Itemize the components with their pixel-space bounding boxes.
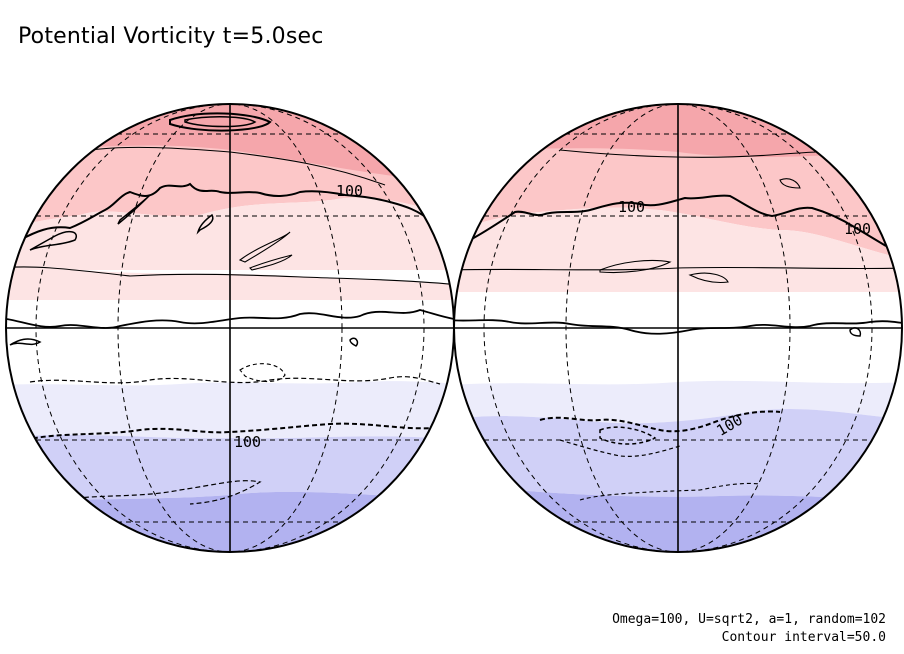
right-hemisphere: 100 100 100 <box>453 103 903 553</box>
pv-band-bs1 <box>454 380 902 424</box>
pv-band-bs2 <box>454 409 902 500</box>
contour-label: 100 <box>618 198 645 216</box>
pv-band-bn1 <box>454 267 902 292</box>
parameters-note: Omega=100, U=sqrt2, a=1, random=102 <box>612 612 886 627</box>
pv-band-bn2 <box>454 148 902 260</box>
contour-label: 100 <box>844 220 871 238</box>
plot-title: Potential Vorticity t=5.0sec <box>18 24 324 49</box>
contour-interval-note: Contour interval=50.0 <box>721 630 886 645</box>
pv-band-bs3 <box>454 490 902 552</box>
left-hemisphere: 100 100 <box>5 103 455 553</box>
contour-label: 100 <box>336 182 363 200</box>
pv-band-b0 <box>454 290 902 390</box>
contour-label: 100 <box>234 433 261 451</box>
